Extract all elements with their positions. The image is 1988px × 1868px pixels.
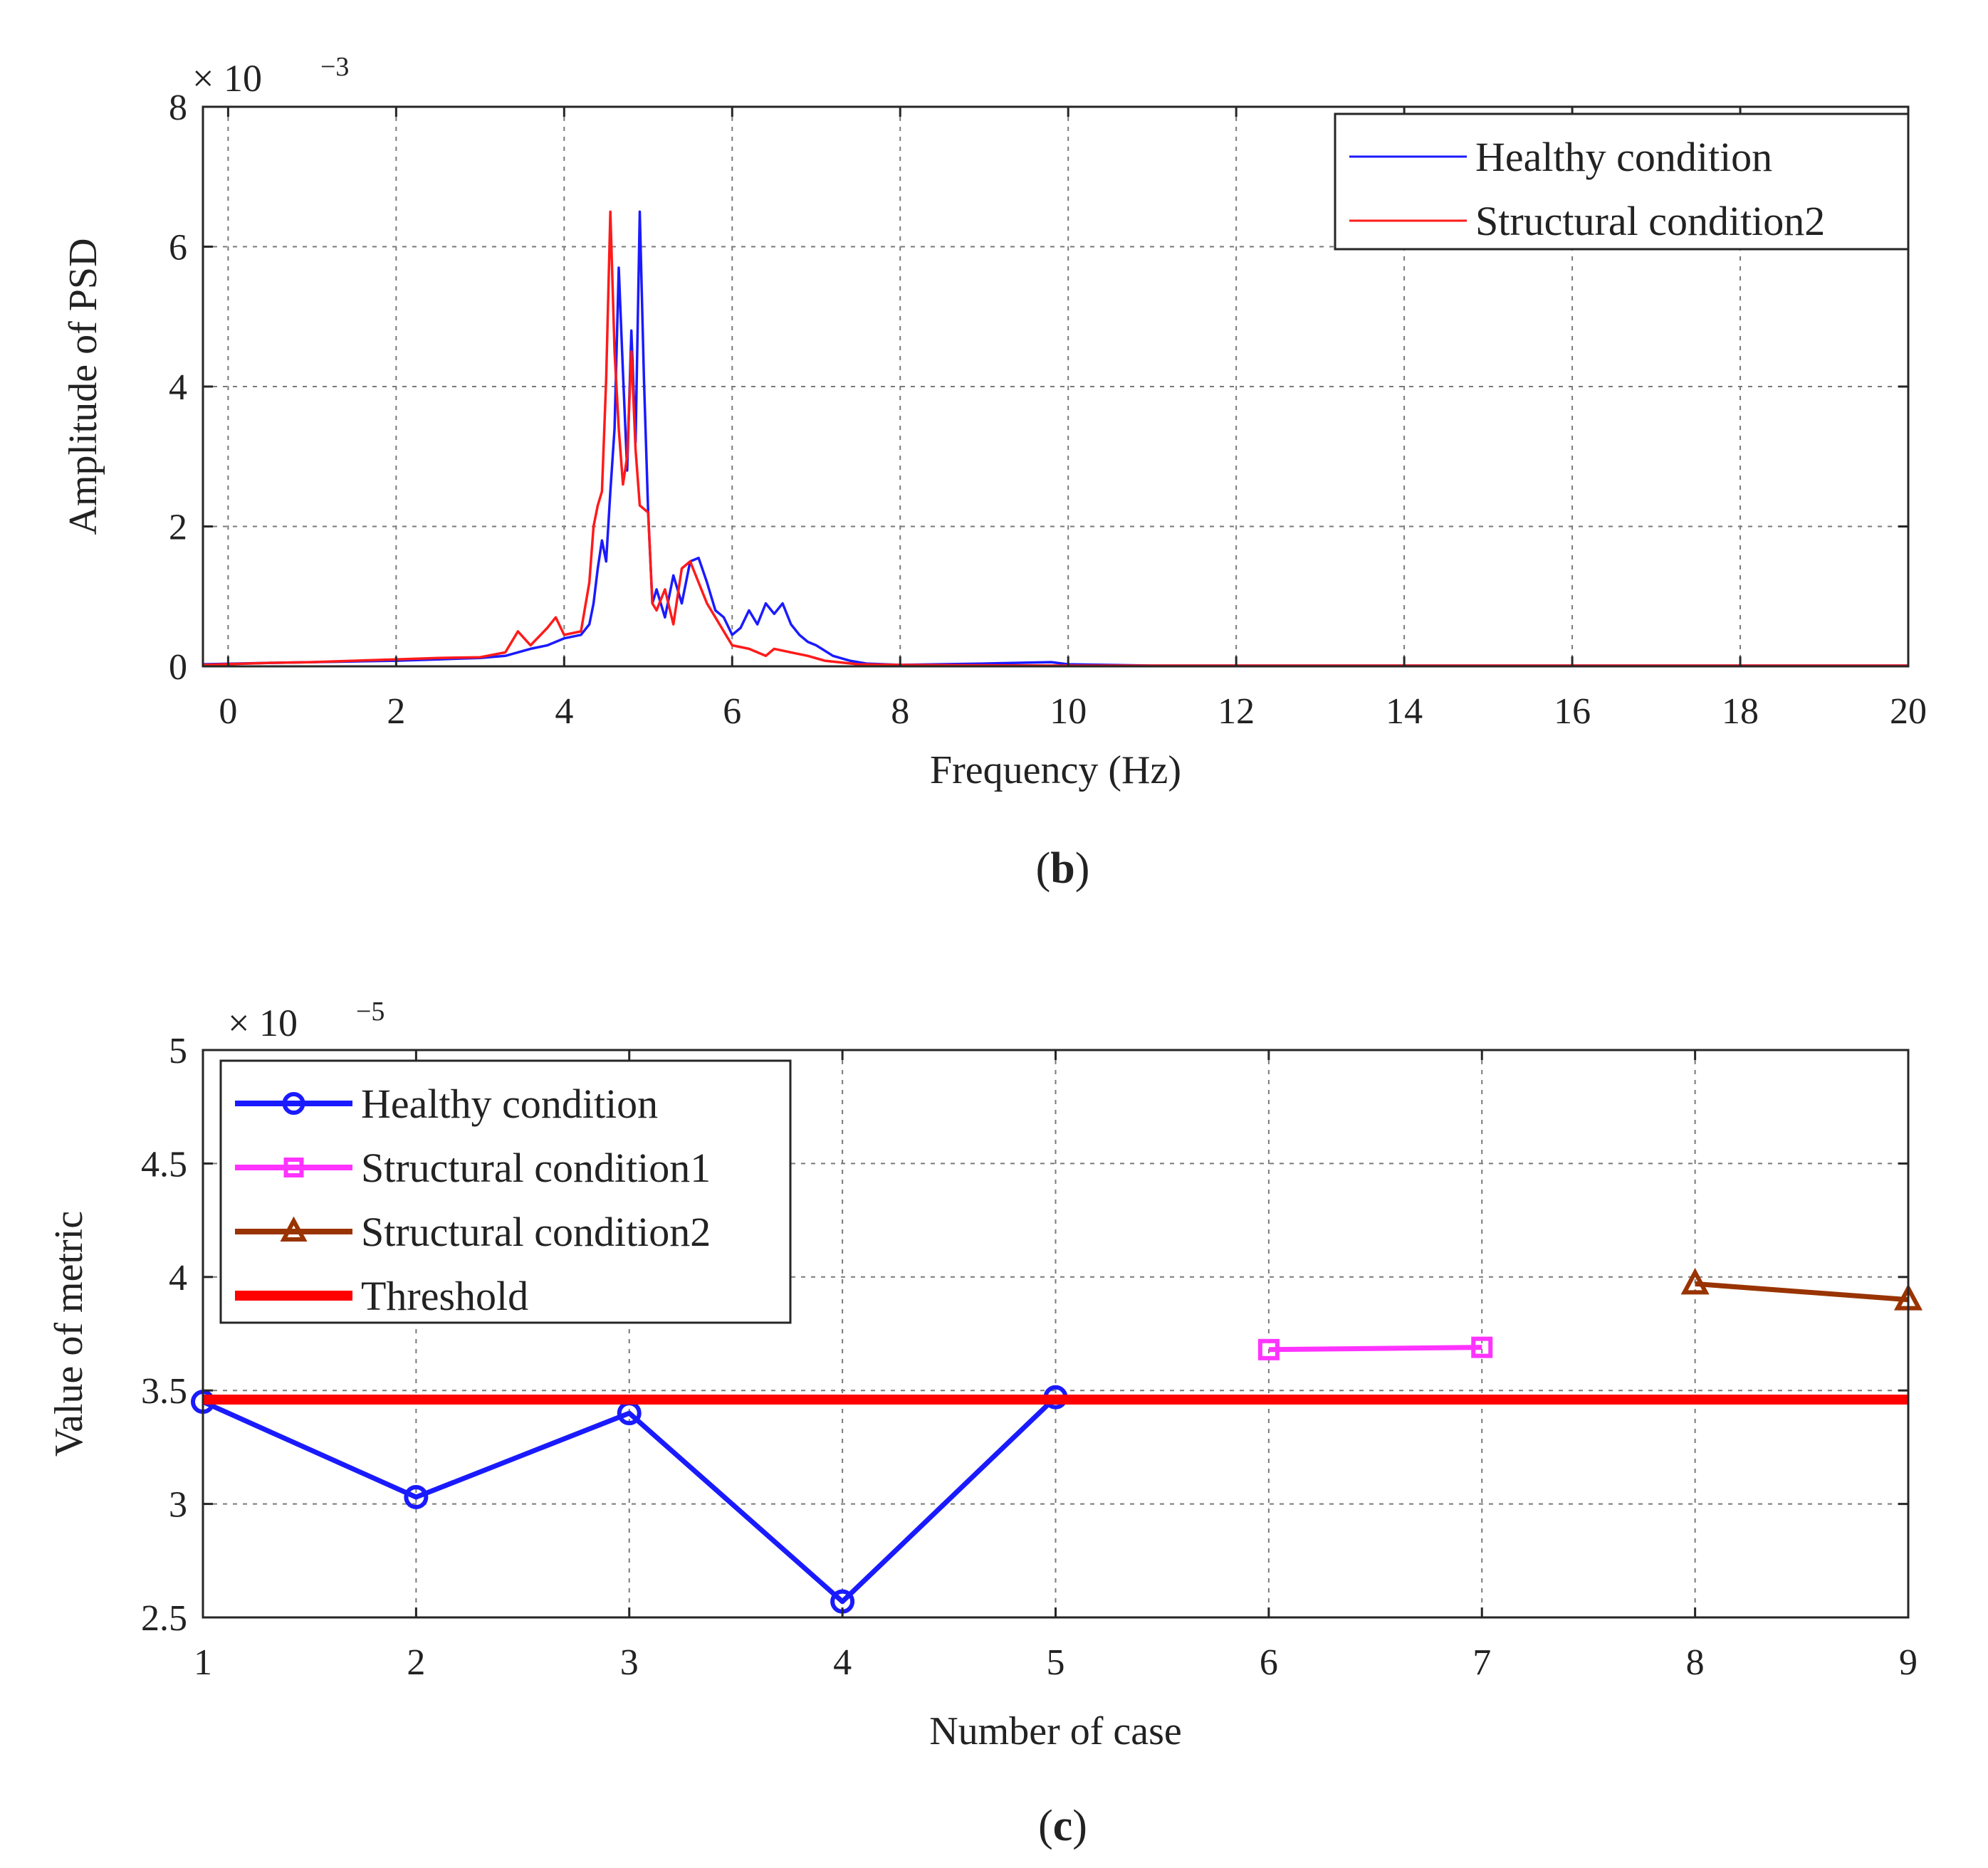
metric-xtick-label-3: 4 bbox=[833, 1642, 852, 1683]
metric-y-exponent: × 10 −5 bbox=[228, 997, 384, 1044]
metric-series-layer bbox=[191, 1268, 1923, 1614]
psd-xtick-label-0: 0 bbox=[219, 691, 237, 732]
metric-series-line-0 bbox=[202, 1395, 1057, 1605]
psd-ytick-label-3: 6 bbox=[169, 228, 187, 268]
metric-chart: 1 2 3 4 5 6 7 8 9 2.5 3 3.5 4 4.5 5 × 10 −5 Number of … bbox=[47, 997, 1923, 1850]
metric-xtick-label-4: 5 bbox=[1047, 1642, 1065, 1683]
metric-legend-label-2: Structural condition2 bbox=[361, 1209, 711, 1255]
metric-series-line-1 bbox=[1268, 1345, 1482, 1353]
metric-series-line-2 bbox=[1695, 1281, 1909, 1303]
psd-caption: (b) bbox=[1036, 844, 1090, 893]
psd-ytick-label-1: 2 bbox=[169, 508, 187, 548]
metric-legend-marker-2 bbox=[280, 1216, 308, 1242]
psd-y-exponent: × 10 −3 bbox=[192, 52, 349, 100]
metric-xtick-label-6: 7 bbox=[1472, 1642, 1491, 1683]
psd-chart: 0 2 4 6 8 10 12 14 16 18 20 0 2 4 6 8 × 10 −3 Frequency… bbox=[61, 52, 1927, 893]
metric-xtick-label-0: 1 bbox=[194, 1642, 212, 1683]
psd-legend: Healthy condition Structural condition2 bbox=[1334, 112, 1910, 251]
metric-legend-marker-1 bbox=[283, 1158, 304, 1177]
psd-ytick-label-4: 8 bbox=[169, 88, 187, 128]
metric-y-exponent-prefix: × 10 bbox=[228, 1002, 298, 1044]
psd-xtick-label-8: 16 bbox=[1554, 691, 1591, 732]
psd-y-exponent-power: −3 bbox=[320, 52, 349, 82]
psd-series-line-1 bbox=[202, 210, 1908, 667]
metric-xtick-label-8: 9 bbox=[1899, 1642, 1918, 1683]
psd-x-axis-label: Frequency (Hz) bbox=[930, 748, 1181, 792]
psd-xtick-label-7: 14 bbox=[1386, 691, 1423, 732]
metric-series-0-point-1 bbox=[404, 1485, 429, 1510]
metric-y-exponent-power: −5 bbox=[356, 997, 384, 1027]
metric-series-2-point-0 bbox=[1680, 1268, 1710, 1295]
psd-legend-box bbox=[1334, 112, 1910, 251]
psd-caption-letter: b bbox=[1050, 844, 1074, 893]
metric-ticks: 1 2 3 4 5 6 7 8 9 2.5 3 3.5 4 4.5 5 bbox=[141, 1031, 1918, 1683]
psd-xtick-label-5: 10 bbox=[1050, 691, 1087, 732]
psd-series-layer bbox=[202, 210, 1908, 667]
psd-legend-label-1: Structural condition2 bbox=[1475, 198, 1825, 244]
metric-xtick-label-1: 2 bbox=[407, 1642, 425, 1683]
metric-x-axis-label: Number of case bbox=[929, 1709, 1182, 1753]
metric-legend: Healthy condition Structural condition1 St… bbox=[219, 1059, 792, 1324]
metric-ytick-label-0: 2.5 bbox=[141, 1598, 187, 1639]
psd-legend-label-0: Healthy condition bbox=[1475, 134, 1772, 180]
metric-xtick-label-2: 3 bbox=[620, 1642, 639, 1683]
psd-xtick-label-4: 8 bbox=[891, 691, 909, 732]
psd-xtick-label-2: 4 bbox=[555, 691, 573, 732]
metric-xtick-label-5: 6 bbox=[1260, 1642, 1278, 1683]
psd-ytick-label-0: 0 bbox=[169, 647, 187, 688]
metric-ytick-label-3: 4 bbox=[169, 1258, 187, 1298]
metric-legend-marker-0 bbox=[282, 1092, 305, 1115]
psd-xtick-label-1: 2 bbox=[387, 691, 405, 732]
psd-xtick-label-3: 6 bbox=[723, 691, 741, 732]
metric-ytick-label-5: 5 bbox=[169, 1031, 187, 1071]
psd-xtick-label-9: 18 bbox=[1722, 691, 1759, 732]
metric-xtick-label-7: 8 bbox=[1686, 1642, 1705, 1683]
metric-ytick-label-2: 3.5 bbox=[141, 1371, 187, 1412]
metric-legend-label-0: Healthy condition bbox=[361, 1081, 658, 1127]
metric-legend-label-1: Structural condition1 bbox=[361, 1145, 711, 1191]
metric-y-axis-label: Value of metric bbox=[47, 1211, 91, 1457]
metric-caption: (c) bbox=[1038, 1802, 1087, 1850]
metric-series-1-point-1 bbox=[1471, 1336, 1493, 1358]
psd-xtick-label-10: 20 bbox=[1890, 691, 1927, 732]
metric-series-1-point-0 bbox=[1257, 1338, 1280, 1360]
psd-y-exponent-prefix: × 10 bbox=[192, 57, 262, 100]
metric-ytick-label-1: 3 bbox=[169, 1485, 187, 1526]
metric-legend-label-3: Threshold bbox=[361, 1273, 528, 1319]
psd-y-axis-label: Amplitude of PSD bbox=[61, 238, 105, 535]
psd-series-line-0 bbox=[202, 210, 1908, 667]
psd-ticks: 0 2 4 6 8 10 12 14 16 18 20 0 2 4 6 8 bbox=[169, 88, 1927, 732]
metric-caption-letter: c bbox=[1053, 1802, 1073, 1850]
psd-ytick-label-2: 4 bbox=[169, 367, 187, 408]
metric-ytick-label-4: 4.5 bbox=[141, 1144, 187, 1185]
psd-xtick-label-6: 12 bbox=[1218, 691, 1255, 732]
